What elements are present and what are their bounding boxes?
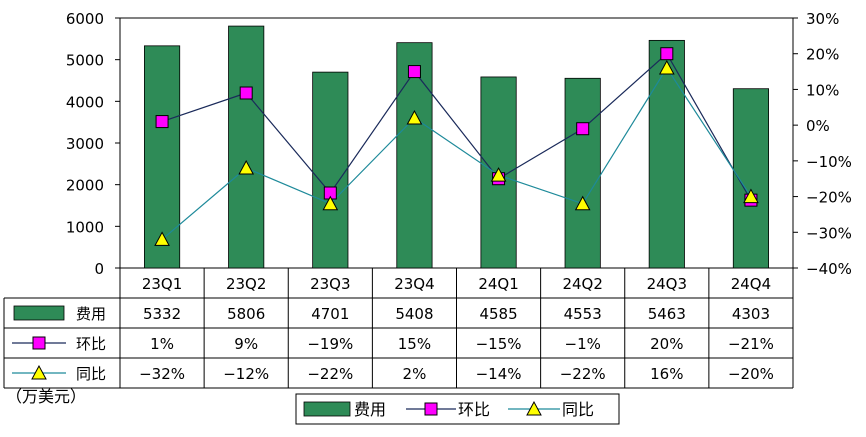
table-cell: −20% bbox=[728, 365, 774, 383]
bar-24Q2 bbox=[564, 77, 601, 269]
y-right-tick-label: −10% bbox=[806, 153, 852, 171]
table-cell: 4553 bbox=[564, 305, 602, 323]
y-right-tick-label: 10% bbox=[806, 81, 839, 99]
plot-area bbox=[119, 17, 794, 269]
bar-23Q4 bbox=[396, 42, 433, 269]
point-环比-23Q4 bbox=[407, 65, 421, 79]
table-row-label: 费用 bbox=[76, 305, 106, 323]
legend-label: 费用 bbox=[354, 400, 386, 419]
point-环比-24Q3 bbox=[660, 47, 674, 61]
point-环比-24Q2 bbox=[576, 122, 590, 136]
table-key-费用 bbox=[13, 305, 65, 321]
y-left-tick-label: 4000 bbox=[66, 93, 104, 111]
y-left-tick-label: 3000 bbox=[66, 135, 104, 153]
table-cell: 1% bbox=[150, 335, 174, 353]
line-环比 bbox=[161, 52, 752, 201]
y-left-tick-label: 0 bbox=[94, 260, 104, 278]
table-cell: 5408 bbox=[395, 305, 433, 323]
point-同比-23Q1 bbox=[154, 231, 170, 246]
point-同比-23Q3 bbox=[322, 195, 339, 211]
category-label: 24Q3 bbox=[647, 275, 687, 293]
legend-key-marker-同比 bbox=[526, 400, 542, 416]
category-label: 23Q3 bbox=[310, 275, 350, 293]
line-同比 bbox=[161, 66, 752, 240]
y-right-tick-label: −20% bbox=[806, 189, 852, 207]
category-label: 24Q1 bbox=[478, 275, 518, 293]
table-cell: 16% bbox=[650, 365, 683, 383]
table-cell: 20% bbox=[650, 335, 683, 353]
y-right-tick-label: −30% bbox=[806, 224, 852, 242]
table-cell: −32% bbox=[139, 365, 185, 383]
table-cell: −15% bbox=[476, 335, 522, 353]
bar-23Q1 bbox=[143, 45, 181, 269]
table-key-marker-环比 bbox=[32, 336, 46, 350]
data-table: 23Q1 23Q2 23Q3 23Q4 24Q1 24Q2 24Q3 24Q4 费用 5332 58… bbox=[3, 268, 794, 389]
point-同比-23Q4 bbox=[406, 109, 423, 125]
bar-series bbox=[143, 25, 770, 269]
point-同比-24Q3 bbox=[658, 59, 675, 75]
table-cell: 2% bbox=[403, 365, 427, 383]
legend-label: 环比 bbox=[458, 400, 490, 419]
y-left-tick-label: 5000 bbox=[66, 52, 104, 70]
category-label: 23Q2 bbox=[226, 275, 266, 293]
y-left-tick-label: 1000 bbox=[66, 218, 104, 236]
bar-23Q3 bbox=[312, 71, 349, 269]
table-row-label: 同比 bbox=[76, 365, 106, 383]
legend-key-marker-环比 bbox=[424, 402, 438, 416]
y-right-tick-label: 0% bbox=[806, 117, 830, 135]
point-同比-24Q4 bbox=[743, 188, 759, 204]
y-left-tick-label: 2000 bbox=[66, 177, 104, 195]
y-right-tick-label: 30% bbox=[806, 10, 839, 28]
point-同比-24Q2 bbox=[574, 195, 591, 211]
y-right-tick-label: 20% bbox=[806, 46, 839, 64]
table-cell: 9% bbox=[234, 335, 258, 353]
category-label: 24Q2 bbox=[562, 275, 602, 293]
table-cell: −12% bbox=[223, 365, 269, 383]
table-cell: −19% bbox=[307, 335, 353, 353]
table-row-label: 环比 bbox=[76, 335, 106, 353]
plot-border bbox=[119, 17, 794, 269]
bar-24Q3 bbox=[648, 39, 685, 269]
point-环比-23Q2 bbox=[239, 86, 253, 100]
unit-label: （万美元） bbox=[6, 387, 86, 406]
bar-23Q2 bbox=[228, 25, 265, 269]
category-label: 23Q1 bbox=[142, 275, 182, 293]
table-cell: 4701 bbox=[311, 305, 349, 323]
table-cell: 4585 bbox=[479, 305, 517, 323]
table-cell: −22% bbox=[307, 365, 353, 383]
axes: 0 1000 2000 3000 4000 5000 6000 −40% −30% −20% −10… bbox=[66, 10, 852, 278]
table-cell: −22% bbox=[560, 365, 606, 383]
table-cell: −21% bbox=[728, 335, 774, 353]
table-cell: 5463 bbox=[648, 305, 686, 323]
y-right-tick-label: −40% bbox=[806, 260, 852, 278]
table-cell: 4303 bbox=[732, 305, 770, 323]
point-同比-24Q1 bbox=[490, 167, 507, 182]
point-同比-23Q2 bbox=[238, 159, 255, 175]
table-cell: 15% bbox=[398, 335, 431, 353]
table-cell: 5332 bbox=[143, 305, 181, 323]
legend-key-费用 bbox=[303, 401, 351, 417]
category-label: 23Q4 bbox=[394, 275, 434, 293]
point-环比-23Q1 bbox=[155, 115, 169, 129]
category-label: 24Q4 bbox=[731, 275, 771, 293]
y-left-tick-label: 6000 bbox=[66, 10, 104, 28]
table-cell: −1% bbox=[565, 335, 601, 353]
line-series bbox=[154, 47, 759, 246]
table-cell: −14% bbox=[476, 365, 522, 383]
legend-label: 同比 bbox=[562, 400, 594, 419]
legend: 费用 环比 同比 bbox=[295, 393, 620, 425]
table-cell: 5806 bbox=[227, 305, 265, 323]
table-key-marker-同比 bbox=[31, 364, 47, 380]
